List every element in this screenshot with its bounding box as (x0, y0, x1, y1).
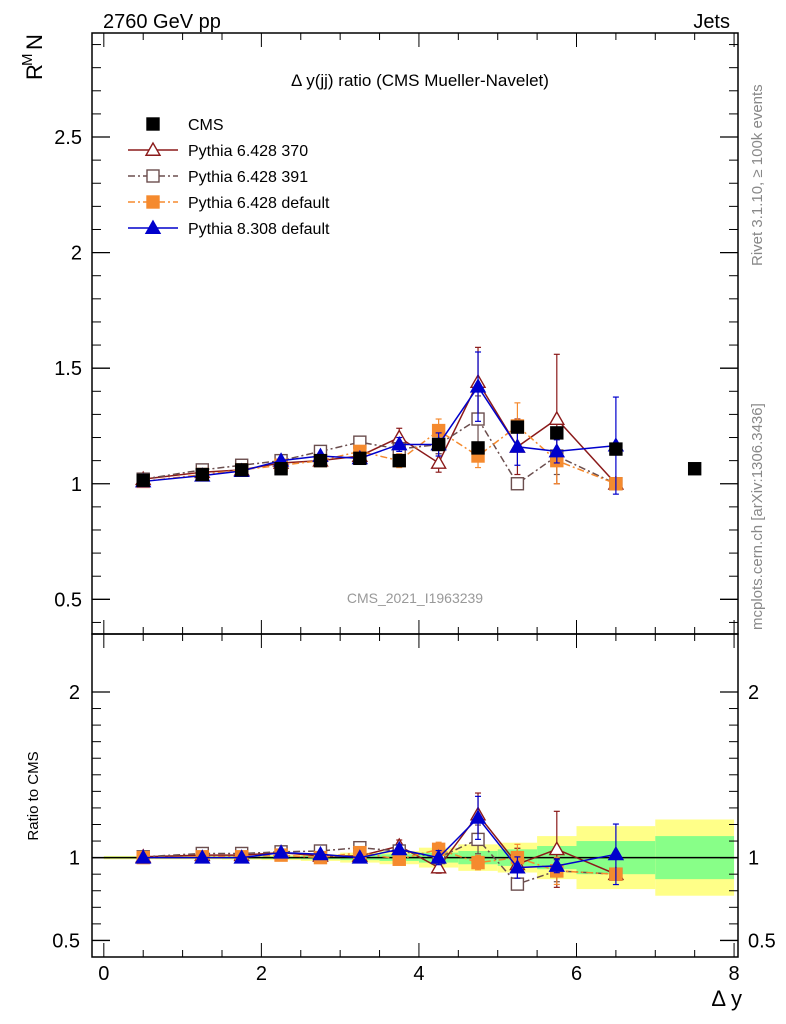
x-axis-label: Δ y (711, 986, 742, 1011)
legend: CMS Pythia 6.428 370 Pythia 6.428 391 Pythi… (128, 117, 330, 238)
legend-marker (144, 219, 162, 234)
legend-label: Pythia 6.428 default (188, 195, 330, 212)
series-cms (136, 420, 702, 487)
data-point (609, 442, 623, 456)
y-tick-label: 1 (71, 474, 82, 496)
data-point (548, 410, 566, 425)
data-point (351, 849, 369, 864)
legend-entry-pythia-6-428-default: Pythia 6.428 default (128, 195, 330, 212)
data-point (234, 463, 249, 477)
x-tick-label: 8 (728, 963, 739, 985)
legend-marker (144, 141, 162, 156)
series-pythia-8-308-default (135, 795, 625, 886)
legend-marker (146, 195, 160, 209)
data-point (312, 845, 329, 861)
series-pythia-6-428-391 (136, 395, 623, 491)
main-series-layer (135, 346, 702, 495)
data-point (471, 855, 485, 870)
data-point (136, 473, 150, 487)
main-panel: 0.5 1 1.5 2 2.5 Δ y(jj) ratio (CMS Mueller-N… (19, 32, 739, 635)
ratio-y-tick-label-left: 1 (69, 848, 80, 870)
ratio-y-ticks: 0.5 0.5 1 1 2 2 (52, 682, 776, 952)
data-point (233, 849, 250, 864)
data-point (431, 437, 446, 452)
main-watermark: CMS_2021_I1963239 (347, 590, 483, 606)
data-point (510, 877, 525, 891)
energy-label: 2760 GeV pp (103, 11, 221, 33)
series-pythia-6-428-370 (135, 346, 625, 490)
ratio-panel: 0.5 0.5 1 1 2 2 0 2 4 6 8 Ratio to CMS Δ y (25, 633, 776, 1011)
x-tick-label: 4 (413, 963, 424, 985)
legend-label: Pythia 8.308 default (188, 221, 330, 238)
legend-label: CMS (188, 117, 224, 134)
main-ylabel-base: R (22, 64, 47, 80)
legend-marker (146, 169, 160, 183)
data-point (430, 859, 447, 874)
ratio-y-tick-label-right: 1 (748, 848, 759, 870)
data-point (548, 857, 566, 872)
y-tick-label: 1.5 (54, 358, 82, 380)
y-tick-label: 2.5 (54, 127, 82, 149)
ratio-ylabel: Ratio to CMS (25, 751, 42, 840)
y-tick-label: 0.5 (54, 589, 82, 611)
legend-label: Pythia 6.428 370 (188, 143, 308, 160)
data-point (353, 451, 367, 466)
data-point (510, 420, 525, 434)
data-point (392, 453, 406, 468)
data-point (194, 849, 211, 864)
data-point (510, 477, 525, 491)
data-point (391, 436, 408, 451)
main-ylabel-sub: N (22, 34, 47, 50)
series-line-pythia-6-428-default (143, 424, 617, 485)
rivet-label: Rivet 3.1.10, ≥ 100k events (749, 84, 766, 266)
legend-label: Pythia 6.428 391 (188, 169, 308, 186)
series-line-pythia-8-308-default (143, 816, 617, 869)
process-label: Jets (693, 11, 730, 33)
main-title: Δ y(jj) ratio (CMS Mueller-Navelet) (291, 71, 549, 90)
ratio-y-tick-label-left: 0.5 (52, 930, 80, 952)
main-y-ticks: 0.5 1 1.5 2 2.5 (54, 33, 738, 634)
ratio-frame (91, 633, 739, 958)
data-point (469, 809, 487, 824)
mcplots-label: mcplots.cern.ch [arXiv:1306.3436] (749, 403, 766, 630)
data-point (509, 859, 526, 874)
data-point (430, 849, 447, 864)
data-point (391, 840, 408, 856)
data-point (195, 467, 209, 482)
ratio-y-tick-label-right: 2 (748, 682, 759, 704)
data-point (471, 441, 485, 455)
x-tick-label: 6 (571, 963, 582, 985)
data-point (548, 840, 566, 856)
ratio-y-tick-label-left: 2 (69, 682, 80, 704)
data-point (135, 849, 152, 864)
data-point (550, 426, 564, 440)
x-tick-label: 0 (98, 963, 109, 985)
series-line-pythia-8-308-default (143, 385, 616, 483)
data-point (607, 845, 625, 861)
ratio-series-layer (135, 792, 625, 891)
main-ylabel-sup: M (19, 54, 36, 67)
data-point (687, 462, 702, 476)
data-point (509, 438, 526, 453)
x-ticks: 0 2 4 6 8 (98, 634, 740, 985)
legend-entry-pythia-8-308-default: Pythia 8.308 default (128, 219, 330, 238)
legend-entry-pythia-6-428-391: Pythia 6.428 391 (128, 169, 308, 186)
y-tick-label: 2 (71, 243, 82, 265)
main-ylabel: R M N (19, 34, 47, 80)
x-tick-label: 2 (256, 963, 267, 985)
data-point (274, 462, 288, 476)
ratio-y-tick-label-right: 0.5 (748, 930, 776, 952)
data-point (469, 378, 487, 393)
legend-marker (146, 117, 160, 131)
legend-entry-pythia-6-428-370: Pythia 6.428 370 (128, 141, 308, 160)
data-point (548, 442, 566, 458)
data-point (272, 844, 290, 859)
data-point (313, 453, 328, 468)
data-point (430, 454, 447, 469)
legend-entry-cms: CMS (146, 117, 224, 134)
